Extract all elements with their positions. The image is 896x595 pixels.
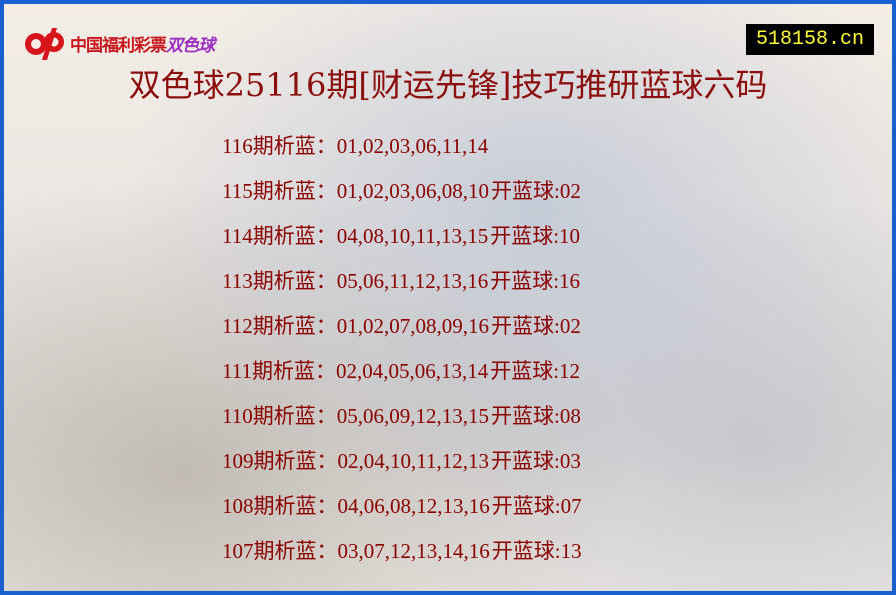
row-period: 111期析蓝： [222, 359, 336, 383]
row-numbers: 03,07,12,13,14,16 [337, 539, 490, 563]
row-draw: 开蓝球:08 [490, 404, 581, 428]
list-item: 111期析蓝：02,04,05,06,13,14开蓝球:12 [222, 355, 582, 400]
row-draw: 开蓝球:03 [490, 449, 581, 473]
row-numbers: 02,04,05,06,13,14 [335, 359, 489, 383]
list-item: 110期析蓝：05,06,09,12,13,15开蓝球:08 [222, 400, 582, 445]
lottery-logo-icon [25, 28, 64, 60]
row-draw: 开蓝球:16 [490, 269, 581, 293]
list-item: 115期析蓝：01,02,03,06,08,10开蓝球:02 [222, 175, 582, 220]
list-item: 108期析蓝：04,06,08,12,13,16开蓝球:07 [222, 490, 582, 535]
list-item: 109期析蓝：02,04,10,11,12,13开蓝球:03 [222, 445, 582, 490]
site-badge: 518158.cn [745, 24, 874, 55]
welfare-lottery-logo: 中国福利彩票双色球 [22, 26, 215, 60]
row-draw: 开蓝球:13 [491, 539, 582, 563]
row-draw: 开蓝球:12 [490, 359, 581, 383]
row-draw: 开蓝球:02 [490, 179, 581, 203]
row-numbers: 01,02,03,06,11,14 [336, 134, 489, 158]
prediction-list: 116期析蓝：01,02,03,06,11,14 115期析蓝：01,02,03,… [222, 130, 582, 580]
row-numbers: 05,06,11,12,13,16 [336, 269, 489, 293]
row-period: 116期析蓝： [222, 134, 337, 158]
list-item: 112期析蓝：01,02,07,08,09,16开蓝球:02 [222, 310, 582, 355]
row-draw: 开蓝球:02 [490, 314, 581, 338]
row-numbers: 02,04,10,11,12,13 [337, 449, 489, 473]
row-draw: 开蓝球:07 [491, 494, 582, 518]
row-period: 109期析蓝： [222, 449, 338, 473]
logo-text-game: 双色球 [166, 35, 215, 56]
row-period: 115期析蓝： [222, 179, 337, 203]
row-period: 110期析蓝： [222, 404, 337, 428]
row-period: 108期析蓝： [222, 494, 338, 518]
row-numbers: 05,06,09,12,13,15 [336, 404, 489, 428]
logo-text: 中国福利彩票双色球 [70, 31, 215, 56]
row-period: 112期析蓝： [222, 314, 337, 338]
page-title: 双色球25116期[财运先锋]技巧推研蓝球六码 [128, 66, 768, 104]
row-numbers: 01,02,03,06,08,10 [336, 179, 489, 203]
row-numbers: 04,08,10,11,13,15 [336, 224, 489, 248]
list-item: 116期析蓝：01,02,03,06,11,14 [222, 130, 582, 175]
row-period: 113期析蓝： [222, 269, 337, 293]
list-item: 113期析蓝：05,06,11,12,13,16开蓝球:16 [222, 265, 582, 310]
row-numbers: 04,06,08,12,13,16 [337, 494, 490, 518]
row-numbers: 01,02,07,08,09,16 [336, 314, 489, 338]
row-draw: 开蓝球:10 [490, 224, 581, 248]
row-period: 107期析蓝： [222, 539, 338, 563]
logo-text-main: 中国福利彩票 [70, 35, 167, 56]
list-item: 114期析蓝：04,08,10,11,13,15开蓝球:10 [222, 220, 582, 265]
list-item: 107期析蓝：03,07,12,13,14,16开蓝球:13 [222, 535, 582, 580]
row-period: 114期析蓝： [222, 224, 337, 248]
